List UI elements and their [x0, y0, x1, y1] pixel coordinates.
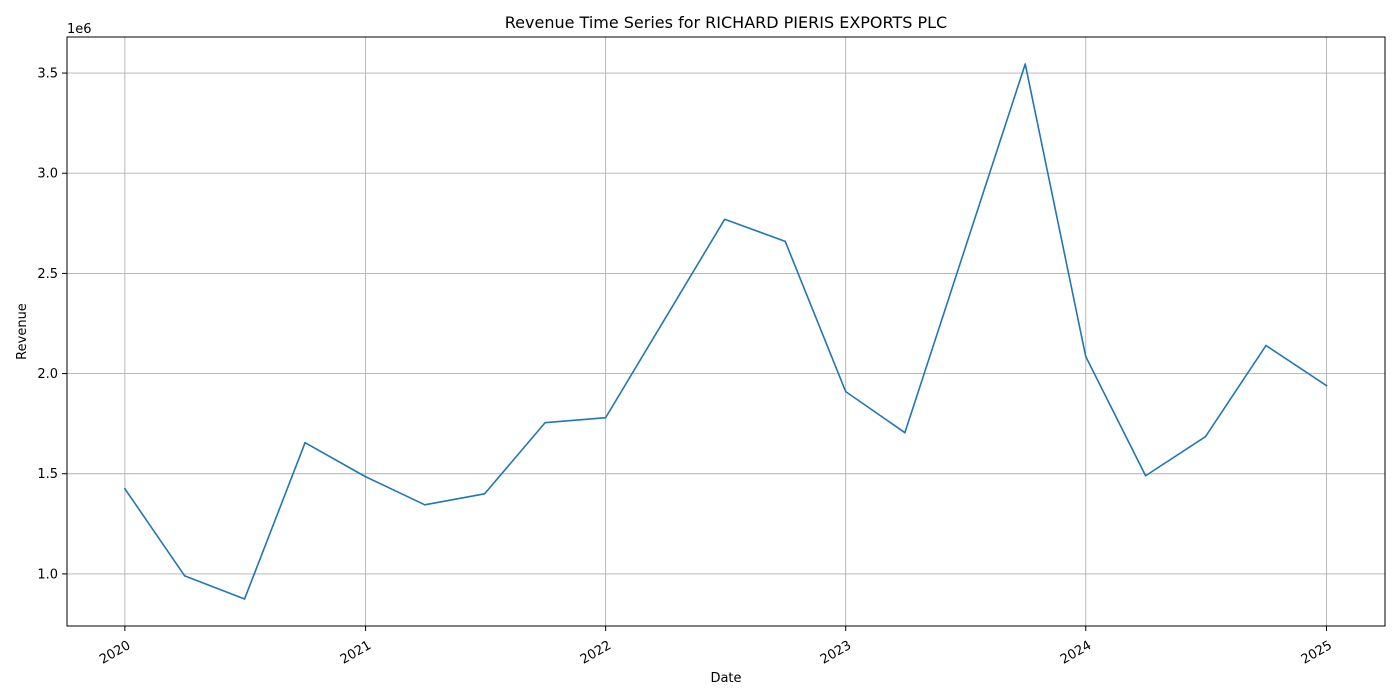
plot-frame	[66, 36, 1386, 627]
grid-lines	[67, 37, 1385, 626]
y-tick-label: 1.5	[37, 467, 58, 482]
data-point	[604, 416, 607, 419]
data-point	[904, 431, 906, 434]
y-axis-ticks: 1.0 1.5 2.0 2.5 3.0 3.5	[37, 67, 67, 582]
data-point	[544, 421, 546, 424]
y-tick-label: 2.5	[37, 267, 58, 282]
plot-area	[67, 37, 1385, 626]
chart-title: Revenue Time Series for RICHARD PIERIS E…	[505, 13, 947, 32]
data-point	[1024, 63, 1027, 65]
data-point	[723, 218, 726, 221]
series-group	[123, 63, 1328, 600]
data-point	[844, 390, 847, 393]
data-point	[304, 441, 306, 444]
data-point	[1144, 474, 1147, 477]
data-point	[1204, 435, 1207, 438]
data-point	[1325, 384, 1328, 387]
y-tick-label: 3.5	[37, 67, 58, 82]
y-tick-label: 3.0	[37, 167, 58, 182]
data-point	[364, 475, 367, 478]
data-point	[124, 487, 126, 490]
data-point	[423, 503, 426, 506]
y-axis-scale-label: 1e6	[67, 22, 92, 37]
data-point	[1084, 355, 1087, 358]
y-tick-label: 1.0	[37, 567, 58, 582]
data-point	[1265, 344, 1267, 347]
data-point	[784, 240, 786, 243]
x-axis-label: Date	[710, 671, 741, 686]
data-point	[483, 492, 486, 495]
y-axis-label: Revenue	[15, 303, 30, 360]
y-tick-label: 2.0	[37, 367, 58, 382]
data-point	[243, 598, 246, 600]
data-point	[183, 575, 186, 577]
